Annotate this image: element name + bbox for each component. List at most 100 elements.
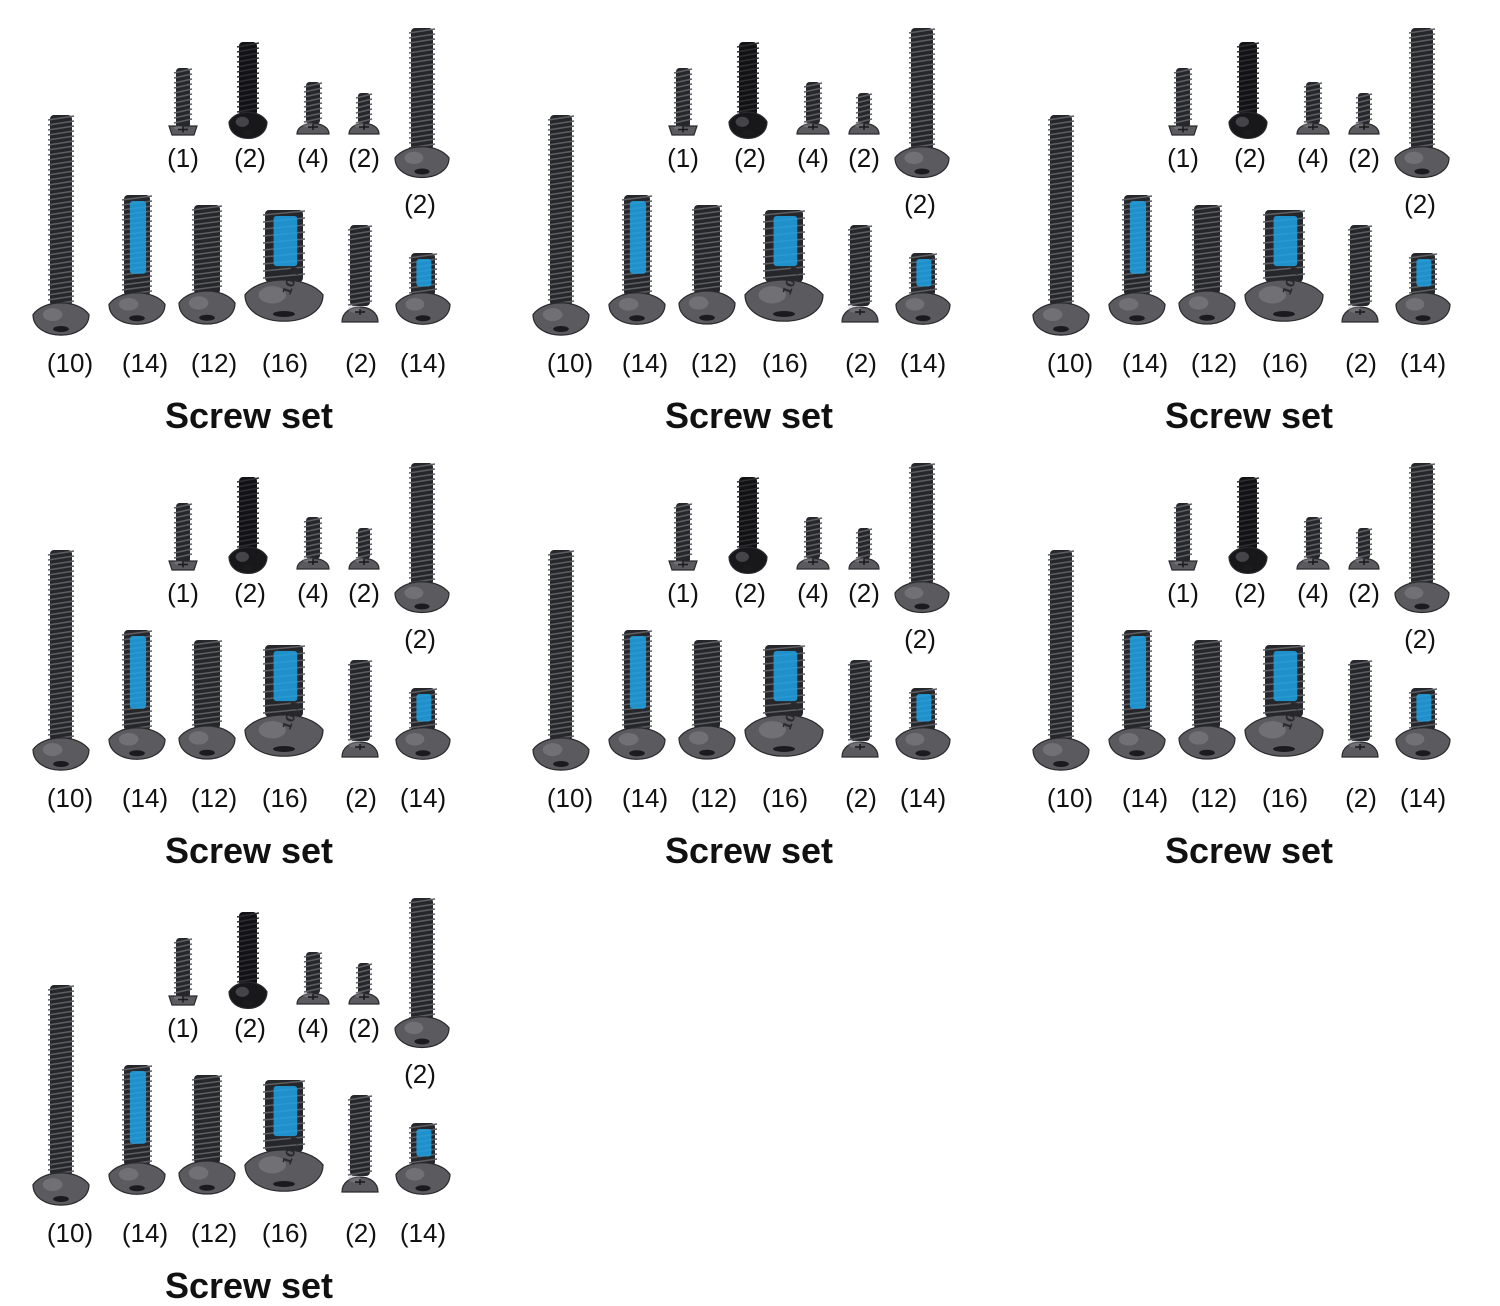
screw-thread [408,1003,436,1009]
screw-thread [173,548,193,554]
screw-thread [47,1050,75,1056]
screw-thread [1047,590,1075,596]
screw-thread [347,1165,373,1171]
screw-thread [1347,705,1373,711]
screw-thread [347,255,373,261]
screw-thread [547,280,575,286]
screw-thread [47,1035,75,1041]
screw-thread [173,538,193,544]
screw-thread [47,1065,75,1071]
screw-thread [1347,255,1373,261]
screw-thread [1047,280,1075,286]
screw-thread [1173,98,1193,104]
screw-thread [847,270,873,276]
screw-thread [173,68,193,74]
screw-thread [1047,245,1075,251]
screw-thread [191,660,223,666]
screw-thread [736,542,760,548]
screw-thread [303,972,323,978]
screw-thread [191,250,223,256]
screw-thread [47,695,75,701]
screw-shaft [1350,225,1370,306]
hex-socket [273,1181,295,1187]
screw-thread [847,295,873,301]
screw-thread [191,245,223,251]
screw-thread [621,720,653,726]
screw-head-highlight [404,151,424,165]
screw-thread [173,88,193,94]
screw-head [1244,714,1324,757]
screw-thread [908,128,936,134]
screw-thread [1047,640,1075,646]
screw-count-label: (14) [399,783,447,813]
screw-thread [408,533,436,539]
screw-thread [673,533,693,539]
screw-thread [1408,128,1436,134]
screw-thread [408,563,436,569]
screw-thread [547,145,575,151]
screw-thread [173,958,193,964]
screw-thread [736,497,760,503]
screw [178,640,236,760]
screw-thread [803,97,823,103]
screw-thread [236,72,260,78]
screw-thread [736,522,760,528]
screw-head-highlight [758,286,786,304]
thread-locked-screw [395,253,451,325]
screw-thread [691,265,723,271]
screw-thread [173,938,193,944]
screw [1341,225,1379,323]
screw-head-highlight [542,743,563,757]
screw [796,82,830,135]
screw-thread [691,665,723,671]
screw-thread [803,522,823,528]
screw-thread [1191,275,1223,281]
screw-count-label: (16) [1261,348,1309,378]
screw-thread [908,528,936,534]
screw-thread [847,690,873,696]
screw-thread [347,1160,373,1166]
screw-head [728,546,768,575]
screw-head-highlight [302,992,314,998]
hex-socket [699,749,715,756]
screw-thread [1047,700,1075,706]
screw-thread [1047,145,1075,151]
screw-thread [1047,265,1075,271]
screw [32,115,90,336]
screw-thread [347,295,373,301]
hex-socket [1053,326,1069,332]
screw-thread [47,670,75,676]
screw-thread [908,88,936,94]
screw-thread [908,513,936,519]
screw-thread [355,108,373,114]
screw-thread [547,205,575,211]
screw-thread [236,97,260,103]
screw-thread [908,543,936,549]
screw-thread [236,492,260,498]
screw [678,640,736,760]
screw-thread [47,710,75,716]
screw-thread [1047,560,1075,566]
screw-thread [1191,660,1223,666]
screw-thread [736,97,760,103]
screw-thread [1262,273,1306,279]
screw-thread [408,98,436,104]
screw-thread [47,255,75,261]
screw-head-highlight [354,122,365,128]
screw-thread [408,63,436,69]
screw-thread [236,62,260,68]
screw-head [1228,546,1268,575]
screw-thread [847,245,873,251]
screw-thread [408,923,436,929]
screw-head-highlight [904,586,924,600]
screw-thread [347,1095,373,1101]
screw-thread [1408,98,1436,104]
screw-count-label: (10) [1046,348,1094,378]
screw-thread [1047,570,1075,576]
screw-thread [673,73,693,79]
screw-thread [47,560,75,566]
screw-thread [173,973,193,979]
screw-thread [347,300,373,306]
screw-thread [262,266,306,272]
screw-thread [621,630,653,636]
